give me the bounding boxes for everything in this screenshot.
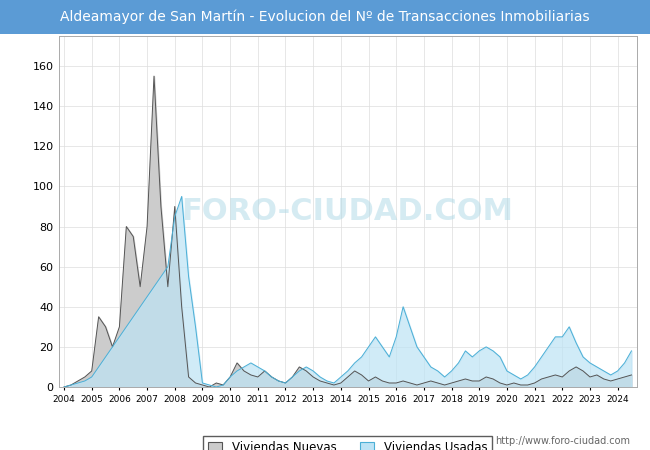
Text: http://www.foro-ciudad.com: http://www.foro-ciudad.com — [495, 436, 630, 446]
Legend: Viviendas Nuevas, Viviendas Usadas: Viviendas Nuevas, Viviendas Usadas — [203, 436, 492, 450]
Text: Aldeamayor de San Martín - Evolucion del Nº de Transacciones Inmobiliarias: Aldeamayor de San Martín - Evolucion del… — [60, 9, 590, 24]
Text: FORO-CIUDAD.COM: FORO-CIUDAD.COM — [182, 197, 514, 226]
